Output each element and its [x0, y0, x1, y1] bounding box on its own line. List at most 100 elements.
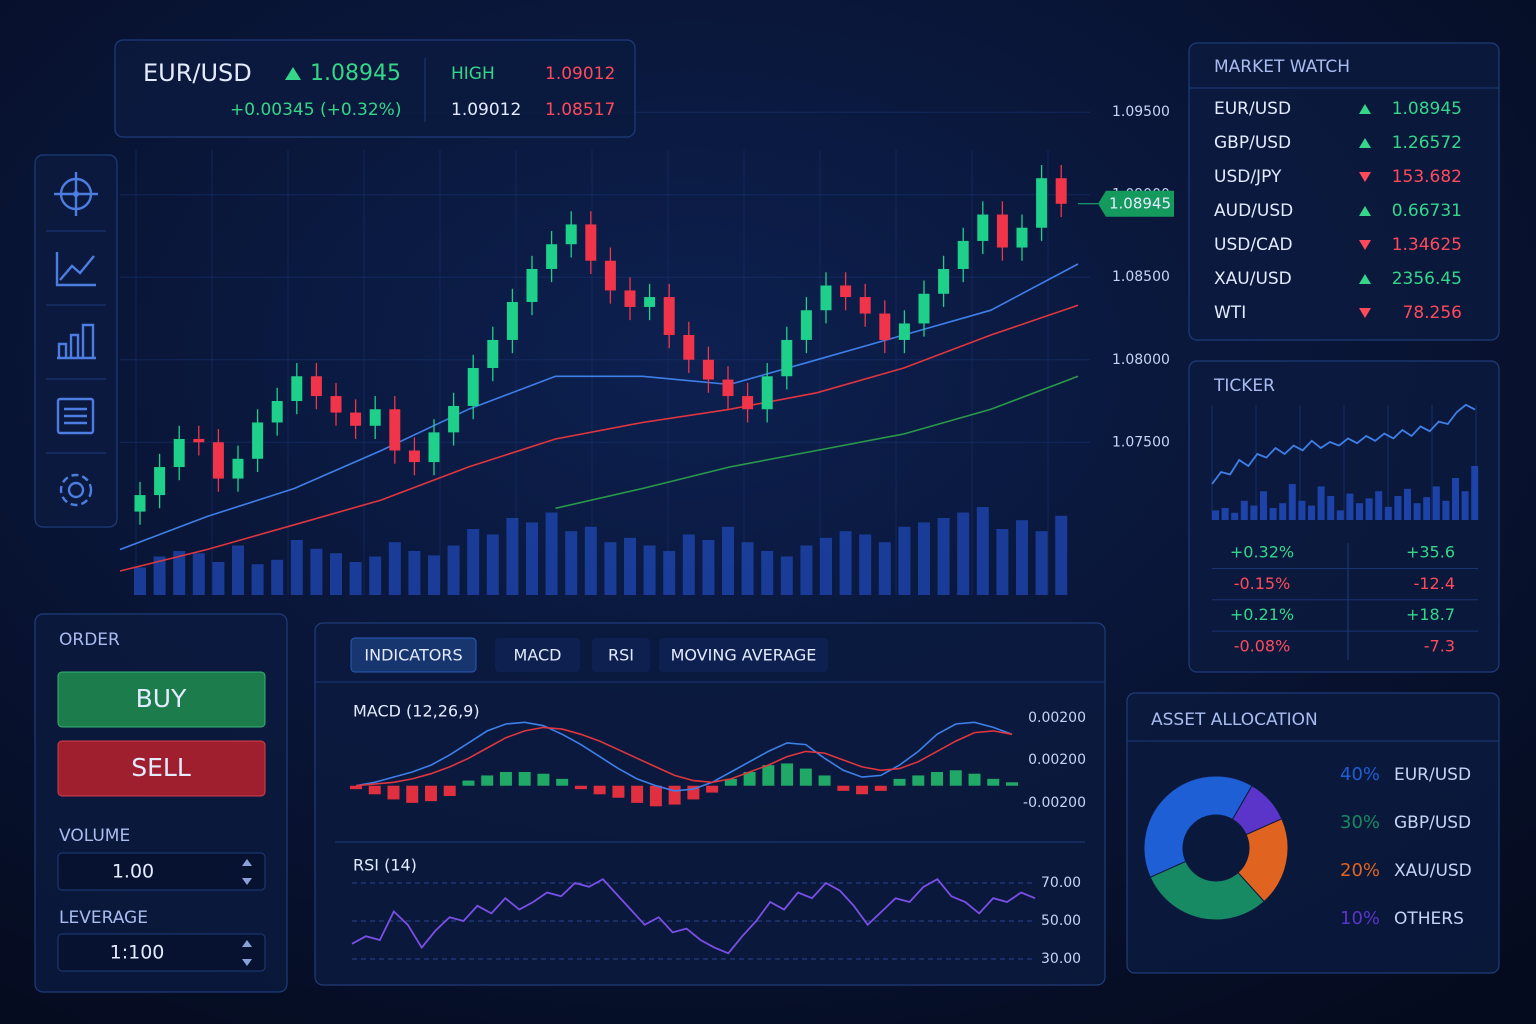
- volume-bar: [271, 559, 284, 595]
- candle-body: [310, 376, 322, 397]
- macd-histogram-bar: [668, 785, 681, 805]
- rsi-line: [351, 878, 1036, 955]
- candle-body: [330, 396, 342, 413]
- volume-bar: [761, 551, 774, 595]
- price: 1.26572: [1392, 133, 1462, 153]
- volume-bar: [251, 564, 264, 595]
- tab[interactable]: [350, 637, 477, 673]
- volume-value[interactable]: 1.00: [112, 861, 154, 883]
- list-icon[interactable]: [56, 397, 95, 435]
- up-arrow: [1359, 104, 1371, 114]
- ticker-bar: [1413, 503, 1421, 520]
- candle-body: [271, 401, 283, 423]
- volume-bar: [369, 556, 382, 595]
- signal-line: [355, 726, 1013, 787]
- stepper[interactable]: [242, 859, 252, 885]
- candle-body: [506, 301, 518, 340]
- volume-bar: [408, 551, 421, 595]
- up-arrow: [285, 67, 301, 80]
- symbol: XAU/USD: [1214, 269, 1292, 289]
- macd-histogram-bar: [631, 785, 644, 803]
- y-tick-label: 30.00: [1041, 951, 1081, 967]
- rsi-title: RSI (14): [353, 856, 417, 875]
- down-arrow: [1359, 240, 1371, 250]
- volume-bar: [604, 542, 617, 595]
- macd-histogram-bar: [387, 785, 400, 800]
- stepper[interactable]: [242, 940, 252, 966]
- macd-histogram-bar: [968, 773, 981, 786]
- price: 78.256: [1403, 303, 1462, 323]
- ticker-bar: [1452, 478, 1459, 520]
- volume-bar: [1055, 515, 1068, 595]
- tab-label[interactable]: INDICATORS: [364, 646, 462, 665]
- macd-histogram-bar: [931, 772, 944, 786]
- candle-body: [859, 297, 871, 314]
- ticker-line: [1211, 403, 1476, 485]
- volume-bar: [878, 542, 891, 595]
- ticker-bar: [1346, 493, 1354, 520]
- down-arrow: [1359, 172, 1371, 182]
- volume-bar: [232, 545, 244, 595]
- macd-histogram-bar: [368, 785, 381, 795]
- tab-label[interactable]: MOVING AVERAGE: [671, 646, 817, 665]
- volume-bar: [506, 518, 519, 595]
- legend-value: 40%: [1340, 764, 1380, 785]
- macd-histogram-bar: [649, 785, 662, 807]
- candle-body: [585, 224, 597, 261]
- macd-histogram-bar: [724, 778, 737, 786]
- ticker-bar: [1250, 505, 1258, 520]
- volume-bar: [467, 529, 480, 595]
- macd-histogram-bar: [893, 778, 906, 786]
- volume-bar: [428, 555, 440, 595]
- buy-label[interactable]: BUY: [136, 684, 187, 713]
- macd-histogram-bar: [406, 785, 419, 803]
- macd-histogram-bar: [537, 773, 550, 786]
- ticker-bar: [1240, 500, 1248, 520]
- bar-chart-icon[interactable]: [57, 323, 96, 360]
- sell-label[interactable]: SELL: [131, 753, 191, 782]
- volume-bar: [957, 512, 970, 595]
- buy-button[interactable]: [57, 671, 266, 728]
- tab[interactable]: [592, 638, 650, 672]
- leverage-input[interactable]: [57, 933, 266, 972]
- crosshair-icon[interactable]: [54, 172, 98, 216]
- candle-body: [898, 323, 910, 340]
- volume-bar: [820, 537, 832, 595]
- tab-label[interactable]: RSI: [608, 646, 634, 665]
- candle-body: [252, 422, 264, 459]
- candle-body: [487, 339, 499, 369]
- panel-title: MARKET WATCH: [1214, 57, 1350, 77]
- volume-input[interactable]: [57, 852, 266, 891]
- ticker-value: +35.6: [1406, 543, 1455, 562]
- macd-histogram-bar: [856, 785, 869, 795]
- legend-label: GBP/USD: [1394, 813, 1471, 833]
- line-chart-icon[interactable]: [55, 252, 96, 287]
- last-price-tag: [1098, 190, 1174, 217]
- ticker-bar: [1317, 486, 1325, 520]
- tab[interactable]: [495, 638, 580, 672]
- candle-body: [996, 214, 1008, 248]
- candle-body: [742, 396, 754, 410]
- y-tick-label: 70.00: [1041, 875, 1081, 891]
- candle-body: [291, 376, 303, 402]
- legend-label: EUR/USD: [1394, 765, 1471, 785]
- volume-bar: [643, 545, 656, 595]
- volume-bar: [859, 534, 872, 595]
- price: 1.08945: [1392, 99, 1462, 119]
- macd-histogram-bar: [706, 785, 719, 793]
- ticker-bar: [1471, 466, 1479, 520]
- symbol: EUR/USD: [143, 59, 252, 87]
- volume-bar: [839, 531, 852, 595]
- ticker-bar: [1308, 505, 1315, 520]
- up-arrow: [1359, 138, 1371, 148]
- tab-label[interactable]: MACD: [514, 646, 562, 665]
- moving-average-line: [555, 375, 1079, 510]
- settings-icon[interactable]: [59, 473, 93, 507]
- macd-histogram-bar: [818, 775, 831, 786]
- price: 1.08945: [310, 61, 401, 86]
- tab[interactable]: [659, 638, 828, 672]
- sell-button[interactable]: [57, 740, 266, 797]
- leverage-value[interactable]: 1:100: [110, 942, 165, 964]
- symbol: GBP/USD: [1214, 133, 1291, 153]
